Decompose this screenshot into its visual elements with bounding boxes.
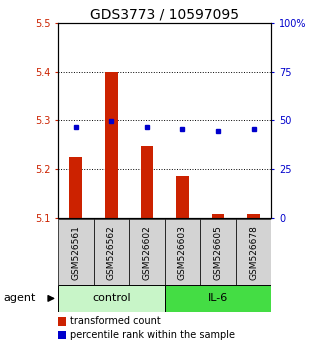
Bar <box>105 72 118 218</box>
Text: transformed count: transformed count <box>70 316 160 326</box>
Text: IL-6: IL-6 <box>208 293 228 303</box>
Text: GSM526602: GSM526602 <box>142 225 151 280</box>
Bar <box>247 214 260 218</box>
Bar <box>236 219 271 285</box>
Bar <box>200 219 236 285</box>
Text: GSM526561: GSM526561 <box>71 225 80 280</box>
Text: agent: agent <box>3 293 36 303</box>
Text: GSM526562: GSM526562 <box>107 225 116 280</box>
Bar <box>58 285 165 312</box>
Bar <box>212 214 224 218</box>
Text: percentile rank within the sample: percentile rank within the sample <box>70 330 234 340</box>
Bar <box>129 219 165 285</box>
Bar <box>70 157 82 218</box>
Bar <box>176 176 189 218</box>
Text: GSM526605: GSM526605 <box>213 225 222 280</box>
Text: GSM526678: GSM526678 <box>249 225 258 280</box>
Text: GSM526603: GSM526603 <box>178 225 187 280</box>
Bar <box>165 219 200 285</box>
Title: GDS3773 / 10597095: GDS3773 / 10597095 <box>90 8 239 22</box>
Bar <box>141 145 153 218</box>
Text: control: control <box>92 293 131 303</box>
Bar <box>58 219 93 285</box>
Bar <box>165 285 271 312</box>
Bar <box>93 219 129 285</box>
